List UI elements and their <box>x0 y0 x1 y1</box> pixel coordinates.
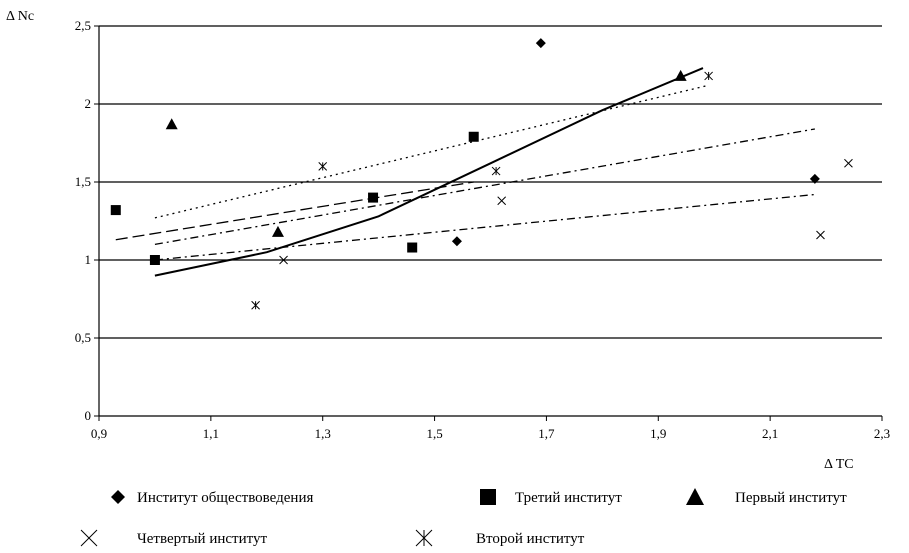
data-point-square <box>149 255 160 265</box>
x-tick-label: 1,7 <box>538 426 555 441</box>
x-tick-label: 1,9 <box>650 426 666 441</box>
data-point-asterisk <box>491 166 501 176</box>
legend-item: Институт обществоведения <box>111 490 313 506</box>
legend-label: Второй институт <box>476 531 585 547</box>
y-tick-label: 1,5 <box>75 174 91 189</box>
data-point-square <box>468 131 479 142</box>
data-point-cross <box>497 196 507 206</box>
y-tick-label: 0,5 <box>75 330 91 345</box>
data-point-square <box>110 205 121 216</box>
y-tick-label: 2,5 <box>75 18 91 33</box>
legend-marker-cross <box>80 529 98 547</box>
legend-item: Первый институт <box>686 488 847 506</box>
data-points <box>110 38 853 310</box>
data-point-diamond <box>809 173 820 184</box>
data-point-asterisk <box>318 162 328 171</box>
x-tick-label: 2,3 <box>874 426 890 441</box>
data-point-cross-stroke <box>844 158 853 168</box>
x-tick-label: 1,5 <box>426 426 442 441</box>
legend-item: Третий институт <box>480 489 622 506</box>
data-point-cross-stroke <box>279 255 288 265</box>
x-axis-label: Δ TC <box>824 457 854 472</box>
y-tick-label: 0 <box>85 408 92 423</box>
trend-line-1 <box>154 193 815 261</box>
legend-label: Третий институт <box>515 490 622 506</box>
data-point-asterisk <box>251 300 260 310</box>
data-point-cross <box>816 230 825 240</box>
trend-line-4 <box>154 128 815 246</box>
legend-marker-diamond <box>111 490 125 504</box>
data-point-square <box>407 242 418 253</box>
legend-item: Второй институт <box>415 529 585 547</box>
data-point-triangle <box>271 225 284 237</box>
y-axis-label: Δ Nc <box>6 9 34 24</box>
data-point-cross-stroke <box>816 230 825 240</box>
trend-line-5 <box>154 84 709 219</box>
legend: Институт обществоведения Третий институт П… <box>80 488 847 547</box>
y-tick-label: 1 <box>85 252 92 267</box>
legend-marker-cross-stroke <box>80 529 98 547</box>
data-point-triangle <box>165 118 178 130</box>
trend-lines <box>115 67 815 277</box>
legend-marker-triangle <box>686 488 704 505</box>
legend-label: Первый институт <box>735 490 847 506</box>
legend-item: Четвертый институт <box>80 529 267 547</box>
grid-lines <box>99 25 882 339</box>
data-point-cross <box>844 158 853 168</box>
x-tick-label: 1,1 <box>203 426 219 441</box>
data-point-diamond <box>535 38 546 49</box>
x-tick-label: 2,1 <box>762 426 778 441</box>
data-point-square <box>368 192 379 203</box>
legend-label: Институт обществоведения <box>137 490 313 506</box>
x-tick-label: 1,3 <box>315 426 331 441</box>
y-tick-label: 2 <box>85 96 92 111</box>
data-point-triangle <box>674 69 687 81</box>
data-point-cross-stroke <box>497 196 507 206</box>
data-point-diamond <box>451 236 462 247</box>
axes <box>94 25 883 421</box>
trend-line-3 <box>154 67 704 277</box>
trend-line-2 <box>115 181 474 241</box>
legend-marker-square <box>480 489 496 505</box>
data-point-asterisk <box>704 71 713 81</box>
data-point-cross <box>279 255 288 265</box>
legend-label: Четвертый институт <box>137 531 267 547</box>
tick-labels: 0 0,5 1 1,5 2 2,5 0,9 1,1 1,3 1,5 1,7 1,9 2,1 2,3 <box>75 18 890 441</box>
x-tick-label: 0,9 <box>91 426 107 441</box>
legend-marker-asterisk <box>415 529 433 547</box>
